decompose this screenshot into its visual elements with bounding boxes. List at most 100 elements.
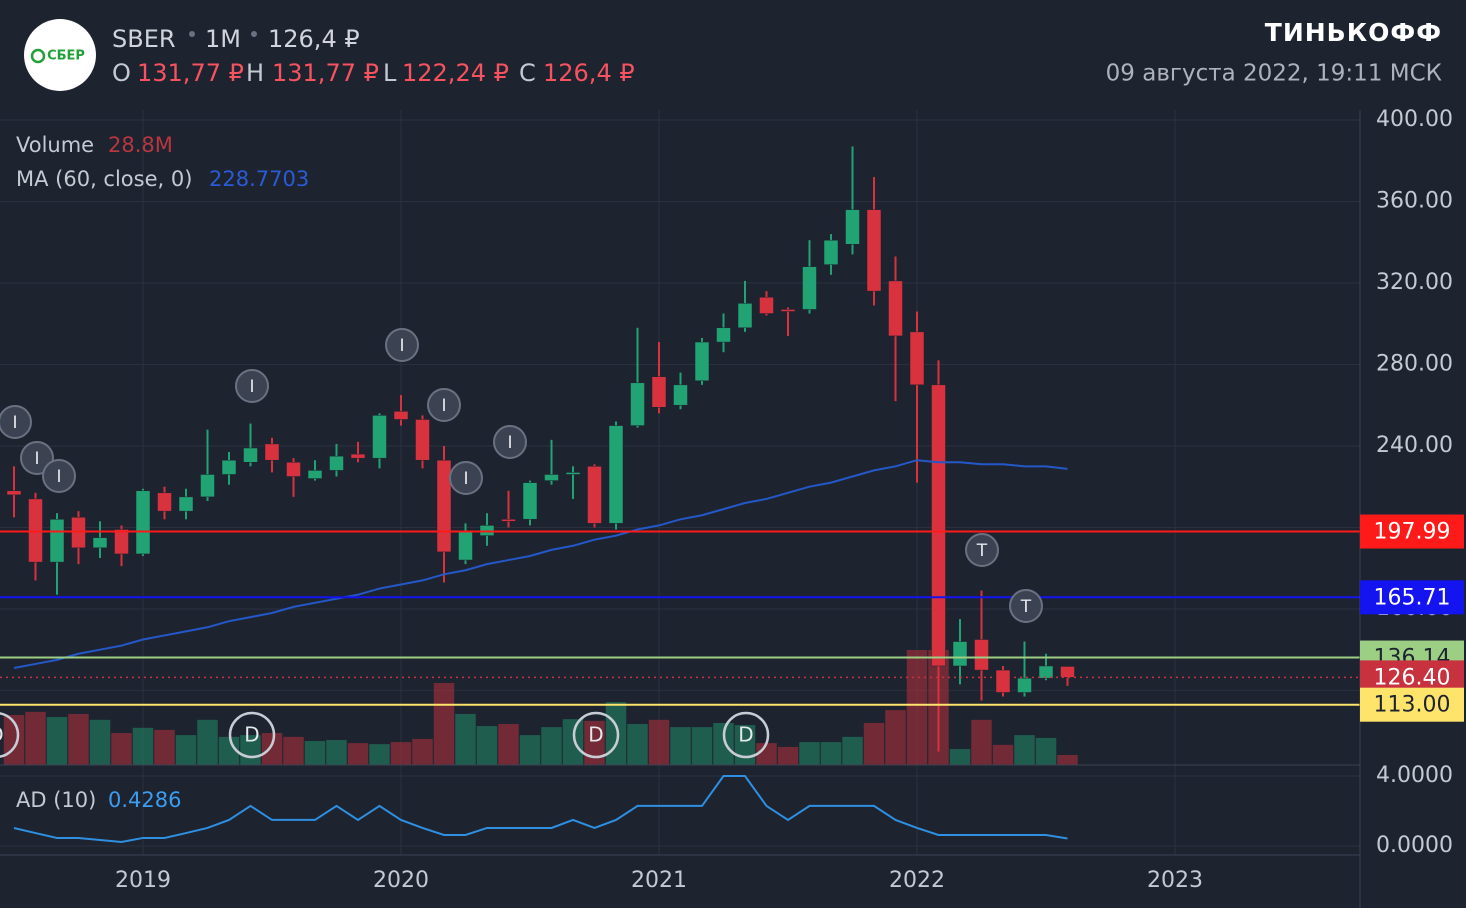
x-tick-label: 2019 (115, 868, 171, 893)
volume-bar (283, 736, 304, 765)
x-tick-label: 2021 (631, 868, 687, 893)
ohlc-label: O (112, 59, 131, 87)
event-marker-label: I (441, 396, 446, 416)
volume-bar (68, 713, 89, 765)
event-marker-label: D (0, 723, 4, 747)
event-marker (0, 405, 32, 439)
event-marker-label: I (56, 467, 61, 487)
event-marker (572, 711, 620, 759)
candle-body (909, 331, 925, 386)
candle-body (28, 498, 43, 563)
x-tick-label: 2020 (373, 868, 429, 893)
candle-body (6, 490, 22, 496)
volume-bar (218, 736, 240, 765)
logo-icon (30, 48, 46, 64)
y-tick-label: 280.00 (1376, 351, 1453, 376)
volume-bar (562, 719, 584, 765)
candle-body (780, 309, 796, 312)
event-marker (493, 425, 527, 459)
event-marker (965, 533, 999, 567)
candle-body (651, 376, 667, 408)
candle-body (522, 482, 538, 520)
volume-bar (326, 739, 347, 765)
volume-bar (863, 722, 885, 765)
volume-bar (670, 727, 691, 765)
volume-bar (992, 744, 1014, 765)
ohlc-value: 122,24 ₽ (402, 59, 509, 87)
volume-bar (842, 736, 863, 765)
symbol: SBER (112, 25, 176, 53)
candle-body (1060, 666, 1075, 678)
event-marker-label: I (507, 433, 512, 453)
event-marker-label: I (249, 377, 254, 397)
y-tick-label: 0.0000 (1376, 833, 1453, 858)
event-marker (385, 328, 419, 362)
level-label-box (1360, 580, 1464, 615)
ohlc-label: L (383, 59, 397, 87)
level-label: 113.00 (1374, 693, 1451, 718)
volume-bar (476, 726, 498, 765)
volume-bar (820, 742, 842, 765)
event-marker (235, 369, 269, 403)
volume-bar (541, 727, 562, 765)
ohlc-value: 131,77 ₽ (272, 59, 379, 87)
level-label-box (1360, 514, 1464, 549)
candle-body (157, 492, 172, 512)
event-marker (427, 388, 461, 422)
legend-value: 0.4286 (108, 788, 181, 812)
candle-body (544, 474, 559, 481)
legend-value: 228.7703 (209, 167, 309, 191)
ad-line (13, 775, 1068, 843)
candle-body (823, 239, 839, 265)
event-marker (449, 461, 483, 495)
event-marker (1009, 589, 1043, 623)
volume-bar (261, 733, 283, 765)
x-tick-label: 2022 (889, 868, 945, 893)
candle-body (221, 459, 237, 475)
legend-value: 28.8M (108, 133, 173, 157)
candle-body (114, 529, 129, 555)
candle-body (1038, 665, 1054, 679)
volume-bar (777, 746, 799, 765)
ohlc-value: 131,77 ₽ (137, 59, 244, 87)
legend-name: MA (60, close, 0) (16, 167, 192, 191)
volume-bar (605, 702, 627, 765)
volume-bar (89, 719, 111, 765)
candle-body (1017, 677, 1032, 693)
candle-body (350, 453, 366, 459)
legend-name: Volume (16, 133, 94, 157)
event-marker (42, 459, 76, 493)
volume-bar (197, 719, 218, 765)
interval: 1M (205, 25, 241, 53)
event-marker-label: I (463, 469, 468, 489)
candle-body (630, 382, 645, 426)
candle-body (931, 384, 946, 667)
logo-text: СБЕР (47, 49, 85, 64)
event-marker-label: I (399, 336, 404, 356)
event-marker (228, 711, 276, 759)
candle-body (587, 466, 602, 524)
volume-bar (584, 720, 605, 765)
volume-bar (347, 743, 369, 765)
candle-body (436, 459, 452, 553)
level-label: 165.71 (1374, 585, 1451, 610)
x-tick-label: 2023 (1147, 868, 1203, 893)
event-marker (20, 441, 54, 475)
candle-body (479, 525, 495, 536)
volume-bar (691, 727, 713, 765)
candle-body (565, 472, 581, 475)
ohlc-label: H (246, 59, 264, 87)
volume-bar (154, 729, 175, 765)
candle-body (458, 531, 473, 561)
event-marker-label: I (34, 449, 39, 469)
volume-bar (627, 724, 648, 765)
y-tick-label: 360.00 (1376, 188, 1453, 213)
volume-bar (390, 742, 412, 765)
logo (24, 19, 96, 91)
volume-bar (498, 724, 519, 765)
candle-body (200, 474, 215, 498)
candle-body (393, 411, 409, 420)
candle-body (845, 209, 860, 245)
